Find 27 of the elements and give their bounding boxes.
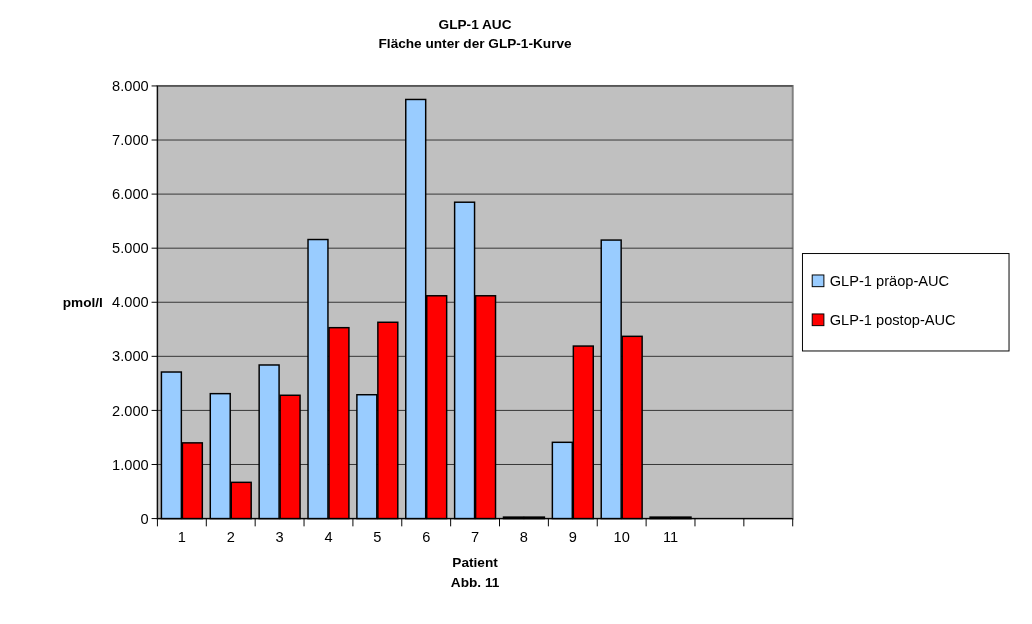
x-tick-label: 8 <box>519 528 529 545</box>
x-tick-label: 6 <box>422 528 431 545</box>
x-axis-title: Patient <box>452 555 499 571</box>
legend-label: GLP-1 präop-AUC <box>829 272 950 289</box>
y-axis-title: pmol/l <box>62 295 103 311</box>
y-tick-label: 0 <box>140 510 149 527</box>
x-tick-label: 7 <box>471 528 480 545</box>
y-tick-label: 7.000 <box>112 132 149 149</box>
x-tick-label: 10 <box>613 528 630 545</box>
x-tick-label: 9 <box>568 528 577 545</box>
chart-title: GLP-1 AUC <box>438 17 512 33</box>
x-tick-label: 3 <box>275 528 284 545</box>
x-tick-label: 2 <box>226 528 235 545</box>
x-tick-label: 4 <box>324 528 333 545</box>
x-tick-label: 1 <box>177 528 186 545</box>
y-tick-label: 1.000 <box>112 456 149 473</box>
chart-subtitle: Fläche unter der GLP-1-Kurve <box>378 35 573 51</box>
x-tick-label: 11 <box>662 528 679 545</box>
y-tick-label: 5.000 <box>112 240 149 257</box>
y-tick-label: 8.000 <box>112 78 149 95</box>
y-tick-label: 4.000 <box>112 294 149 311</box>
y-tick-label: 2.000 <box>112 402 149 419</box>
x-tick-label: 5 <box>373 528 382 545</box>
y-tick-label: 3.000 <box>112 348 149 365</box>
caption: Abb. 11 <box>450 574 500 590</box>
legend-label: GLP-1 postop-AUC <box>829 311 956 328</box>
y-tick-label: 6.000 <box>112 186 149 203</box>
